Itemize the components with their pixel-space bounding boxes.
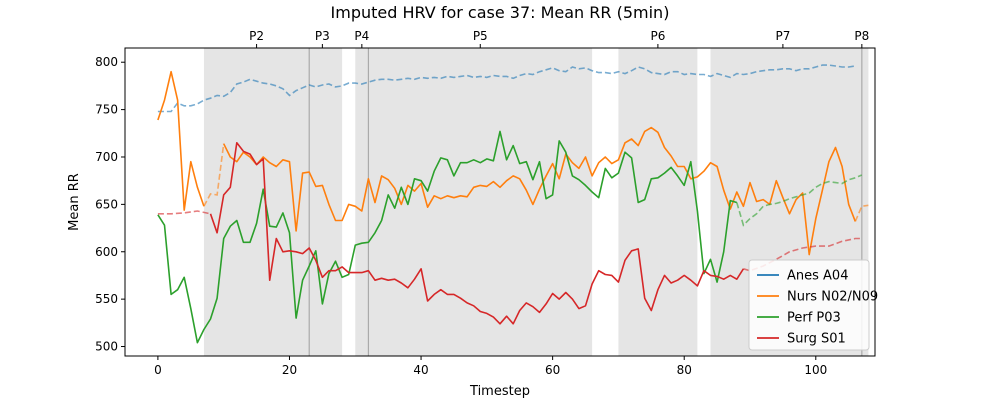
y-axis-ticks: 500 550 600 650 700 750 800 bbox=[95, 55, 125, 354]
shaded-region-3 bbox=[618, 48, 698, 356]
legend-label: Anes A04 bbox=[787, 269, 848, 284]
y-tick-label: 600 bbox=[95, 245, 118, 259]
legend-label: Nurs N02/N09 bbox=[787, 290, 878, 305]
phase-label: P5 bbox=[473, 29, 488, 43]
x-tick-label: 0 bbox=[154, 363, 162, 377]
phase-label: P7 bbox=[775, 29, 790, 43]
series-perf-p03-observed-line bbox=[157, 130, 738, 344]
y-tick-label: 750 bbox=[95, 103, 118, 117]
x-tick-label: 20 bbox=[282, 363, 297, 377]
series-anes-a04-imputed-line bbox=[157, 64, 856, 113]
shaded-region-2 bbox=[355, 48, 593, 356]
legend: Anes A04 Nurs N02/N09 Perf P03 Surg S01 bbox=[748, 259, 878, 351]
shaded-region-1 bbox=[203, 48, 343, 356]
x-tick-label: 80 bbox=[677, 363, 692, 377]
phase-labels: P2 P3 P4 P5 P6 P7 P8 bbox=[249, 29, 869, 48]
series-nurs-n02-n09-imputed-line bbox=[203, 143, 869, 222]
series-surg-s01-observed-line bbox=[209, 142, 745, 325]
series-lines bbox=[157, 64, 869, 344]
x-tick-label: 40 bbox=[413, 363, 428, 377]
shaded-regions bbox=[203, 48, 869, 356]
y-tick-label: 800 bbox=[95, 55, 118, 69]
x-tick-label: 60 bbox=[545, 363, 560, 377]
legend-label: Surg S01 bbox=[787, 332, 846, 347]
x-tick-label: 100 bbox=[804, 363, 827, 377]
x-axis-ticks: 0 20 40 60 80 100 bbox=[154, 356, 827, 377]
phase-label: P3 bbox=[315, 29, 330, 43]
chart-title: Imputed HRV for case 37: Mean RR (5min) bbox=[331, 3, 670, 22]
phase-label: P2 bbox=[249, 29, 264, 43]
legend-label: Perf P03 bbox=[787, 311, 841, 326]
plot-frame bbox=[124, 47, 876, 357]
series-surg-s01-imputed-line bbox=[157, 210, 862, 272]
y-tick-label: 700 bbox=[95, 150, 118, 164]
y-axis-label: Mean RR bbox=[67, 173, 82, 231]
x-axis-label: Timestep bbox=[469, 384, 530, 399]
phase-label: P8 bbox=[854, 29, 869, 43]
y-tick-label: 500 bbox=[95, 340, 118, 354]
phase-label: P6 bbox=[650, 29, 665, 43]
phase-label: P4 bbox=[354, 29, 369, 43]
series-nurs-n02-n09-observed-line bbox=[157, 70, 857, 256]
y-tick-label: 650 bbox=[95, 197, 118, 211]
y-tick-label: 550 bbox=[95, 292, 118, 306]
legend-box bbox=[748, 259, 870, 351]
